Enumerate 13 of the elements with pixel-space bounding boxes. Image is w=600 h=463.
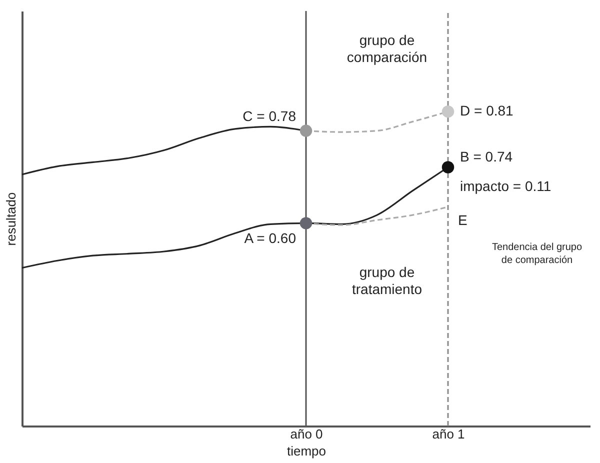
x-tick-label: año 0 [290, 426, 323, 442]
annotation: C = 0.78 [242, 108, 296, 124]
x-tick-label: año 1 [432, 426, 465, 442]
text: grupo de comparación [346, 32, 428, 65]
annotation: B = 0.74 [460, 148, 513, 164]
annotation: impacto = 0.11 [460, 178, 552, 194]
annotation: E [458, 212, 468, 228]
annotation: Tendencia del grupo de comparación [492, 242, 582, 266]
y-axis-title: resultado [4, 192, 18, 246]
annotation: grupo de tratamiento [352, 264, 422, 297]
x-axis-title: tiempo [286, 444, 326, 458]
annotation: D = 0.81 [460, 102, 514, 119]
annotation: A = 0.60 [244, 230, 296, 246]
